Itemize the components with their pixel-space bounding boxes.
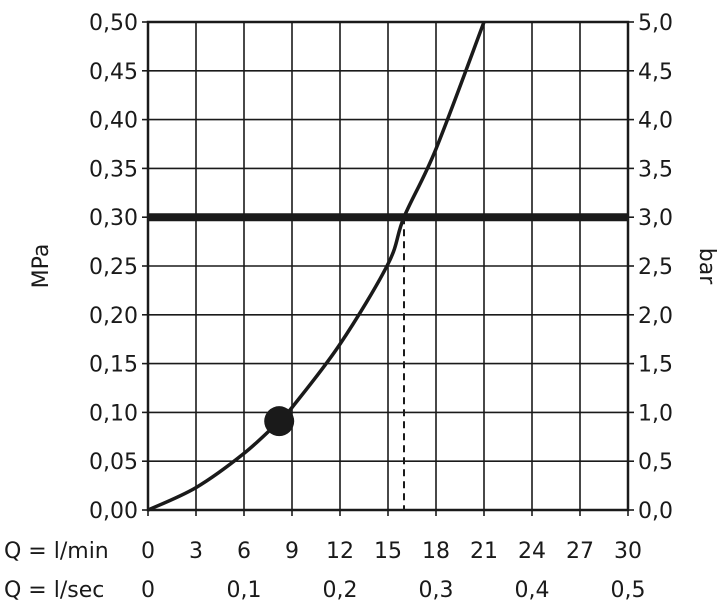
right-tick-label: 0,5: [638, 450, 673, 475]
left-tick-label: 0,35: [89, 157, 138, 182]
right-axis-ticks: 0,0 0,5 1,0 1,5 2,0 2,5 3,0 3,5 4,0 4,5 5,0: [628, 11, 673, 524]
right-tick-label: 2,0: [638, 304, 673, 329]
x-axis-title-lsec: Q = l/sec: [4, 578, 104, 603]
bottom-tick-label-lsec: 0,1: [227, 578, 262, 603]
bottom-axis-ticks-secondary: 0 0,1 0,2 0,3 0,4 0,5: [141, 578, 646, 603]
right-tick-label: 4,5: [638, 60, 673, 85]
right-tick-label: 2,5: [638, 255, 673, 280]
bottom-tick-label-lsec: 0: [141, 578, 155, 603]
bottom-tick-label-lsec: 0,4: [515, 578, 550, 603]
left-tick-label: 0,40: [89, 109, 138, 134]
right-tick-label: 1,0: [638, 401, 673, 426]
right-tick-label: 3,0: [638, 206, 673, 231]
right-tick-label: 5,0: [638, 11, 673, 36]
bottom-tick-label-lmin: 27: [566, 539, 594, 564]
bottom-tick-label-lsec: 0,5: [611, 578, 646, 603]
bottom-tick-label-lmin: 12: [326, 539, 354, 564]
right-tick-label: 4,0: [638, 109, 673, 134]
left-tick-label: 0,10: [89, 401, 138, 426]
left-tick-label: 0,05: [89, 450, 138, 475]
left-tick-label: 0,25: [89, 255, 138, 280]
right-tick-label: 1,5: [638, 353, 673, 378]
left-axis-title: MPa: [29, 244, 54, 289]
right-axis-title: bar: [694, 248, 719, 285]
bottom-tick-label-lmin: 15: [374, 539, 402, 564]
left-tick-label: 0,20: [89, 304, 138, 329]
bottom-tick-label-lmin: 0: [141, 539, 155, 564]
left-axis-ticks: 0,00 0,05 0,10 0,15 0,20 0,25 0,30 0,35 0,40 0,45…: [89, 11, 148, 524]
left-tick-label: 0,50: [89, 11, 138, 36]
bottom-tick-label-lmin: 21: [470, 539, 498, 564]
bottom-tick-label-lmin: 30: [614, 539, 642, 564]
bottom-tick-label-lmin: 18: [422, 539, 450, 564]
right-tick-label: 0,0: [638, 499, 673, 524]
bottom-tick-label-lmin: 24: [518, 539, 546, 564]
left-tick-label: 0,15: [89, 353, 138, 378]
right-tick-label: 3,5: [638, 157, 673, 182]
bottom-tick-label-lmin: 6: [237, 539, 251, 564]
bottom-tick-label-lsec: 0,3: [419, 578, 454, 603]
left-tick-label: 0,30: [89, 206, 138, 231]
operating-point-marker: [264, 406, 295, 437]
x-axis-title-lmin: Q = l/min: [4, 539, 109, 564]
left-tick-label: 0,45: [89, 60, 138, 85]
bottom-tick-label-lsec: 0,2: [323, 578, 358, 603]
pressure-curve: [147, 21, 486, 512]
bottom-tick-label-lmin: 3: [189, 539, 203, 564]
bottom-axis-ticks: 0 3 6 9 12 15 18 21 24 27 30: [141, 510, 642, 564]
left-tick-label: 0,00: [89, 499, 138, 524]
bottom-tick-label-lmin: 9: [285, 539, 299, 564]
